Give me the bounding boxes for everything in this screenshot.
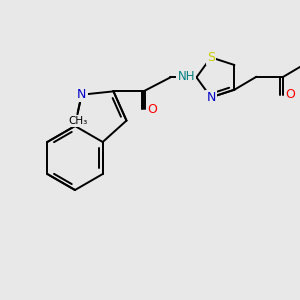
Text: N: N: [206, 91, 216, 104]
Text: NH: NH: [178, 70, 195, 83]
Text: S: S: [207, 51, 215, 64]
Text: O: O: [286, 88, 296, 101]
Text: N: N: [77, 88, 86, 101]
Text: CH₃: CH₃: [68, 116, 87, 126]
Text: O: O: [148, 103, 158, 116]
